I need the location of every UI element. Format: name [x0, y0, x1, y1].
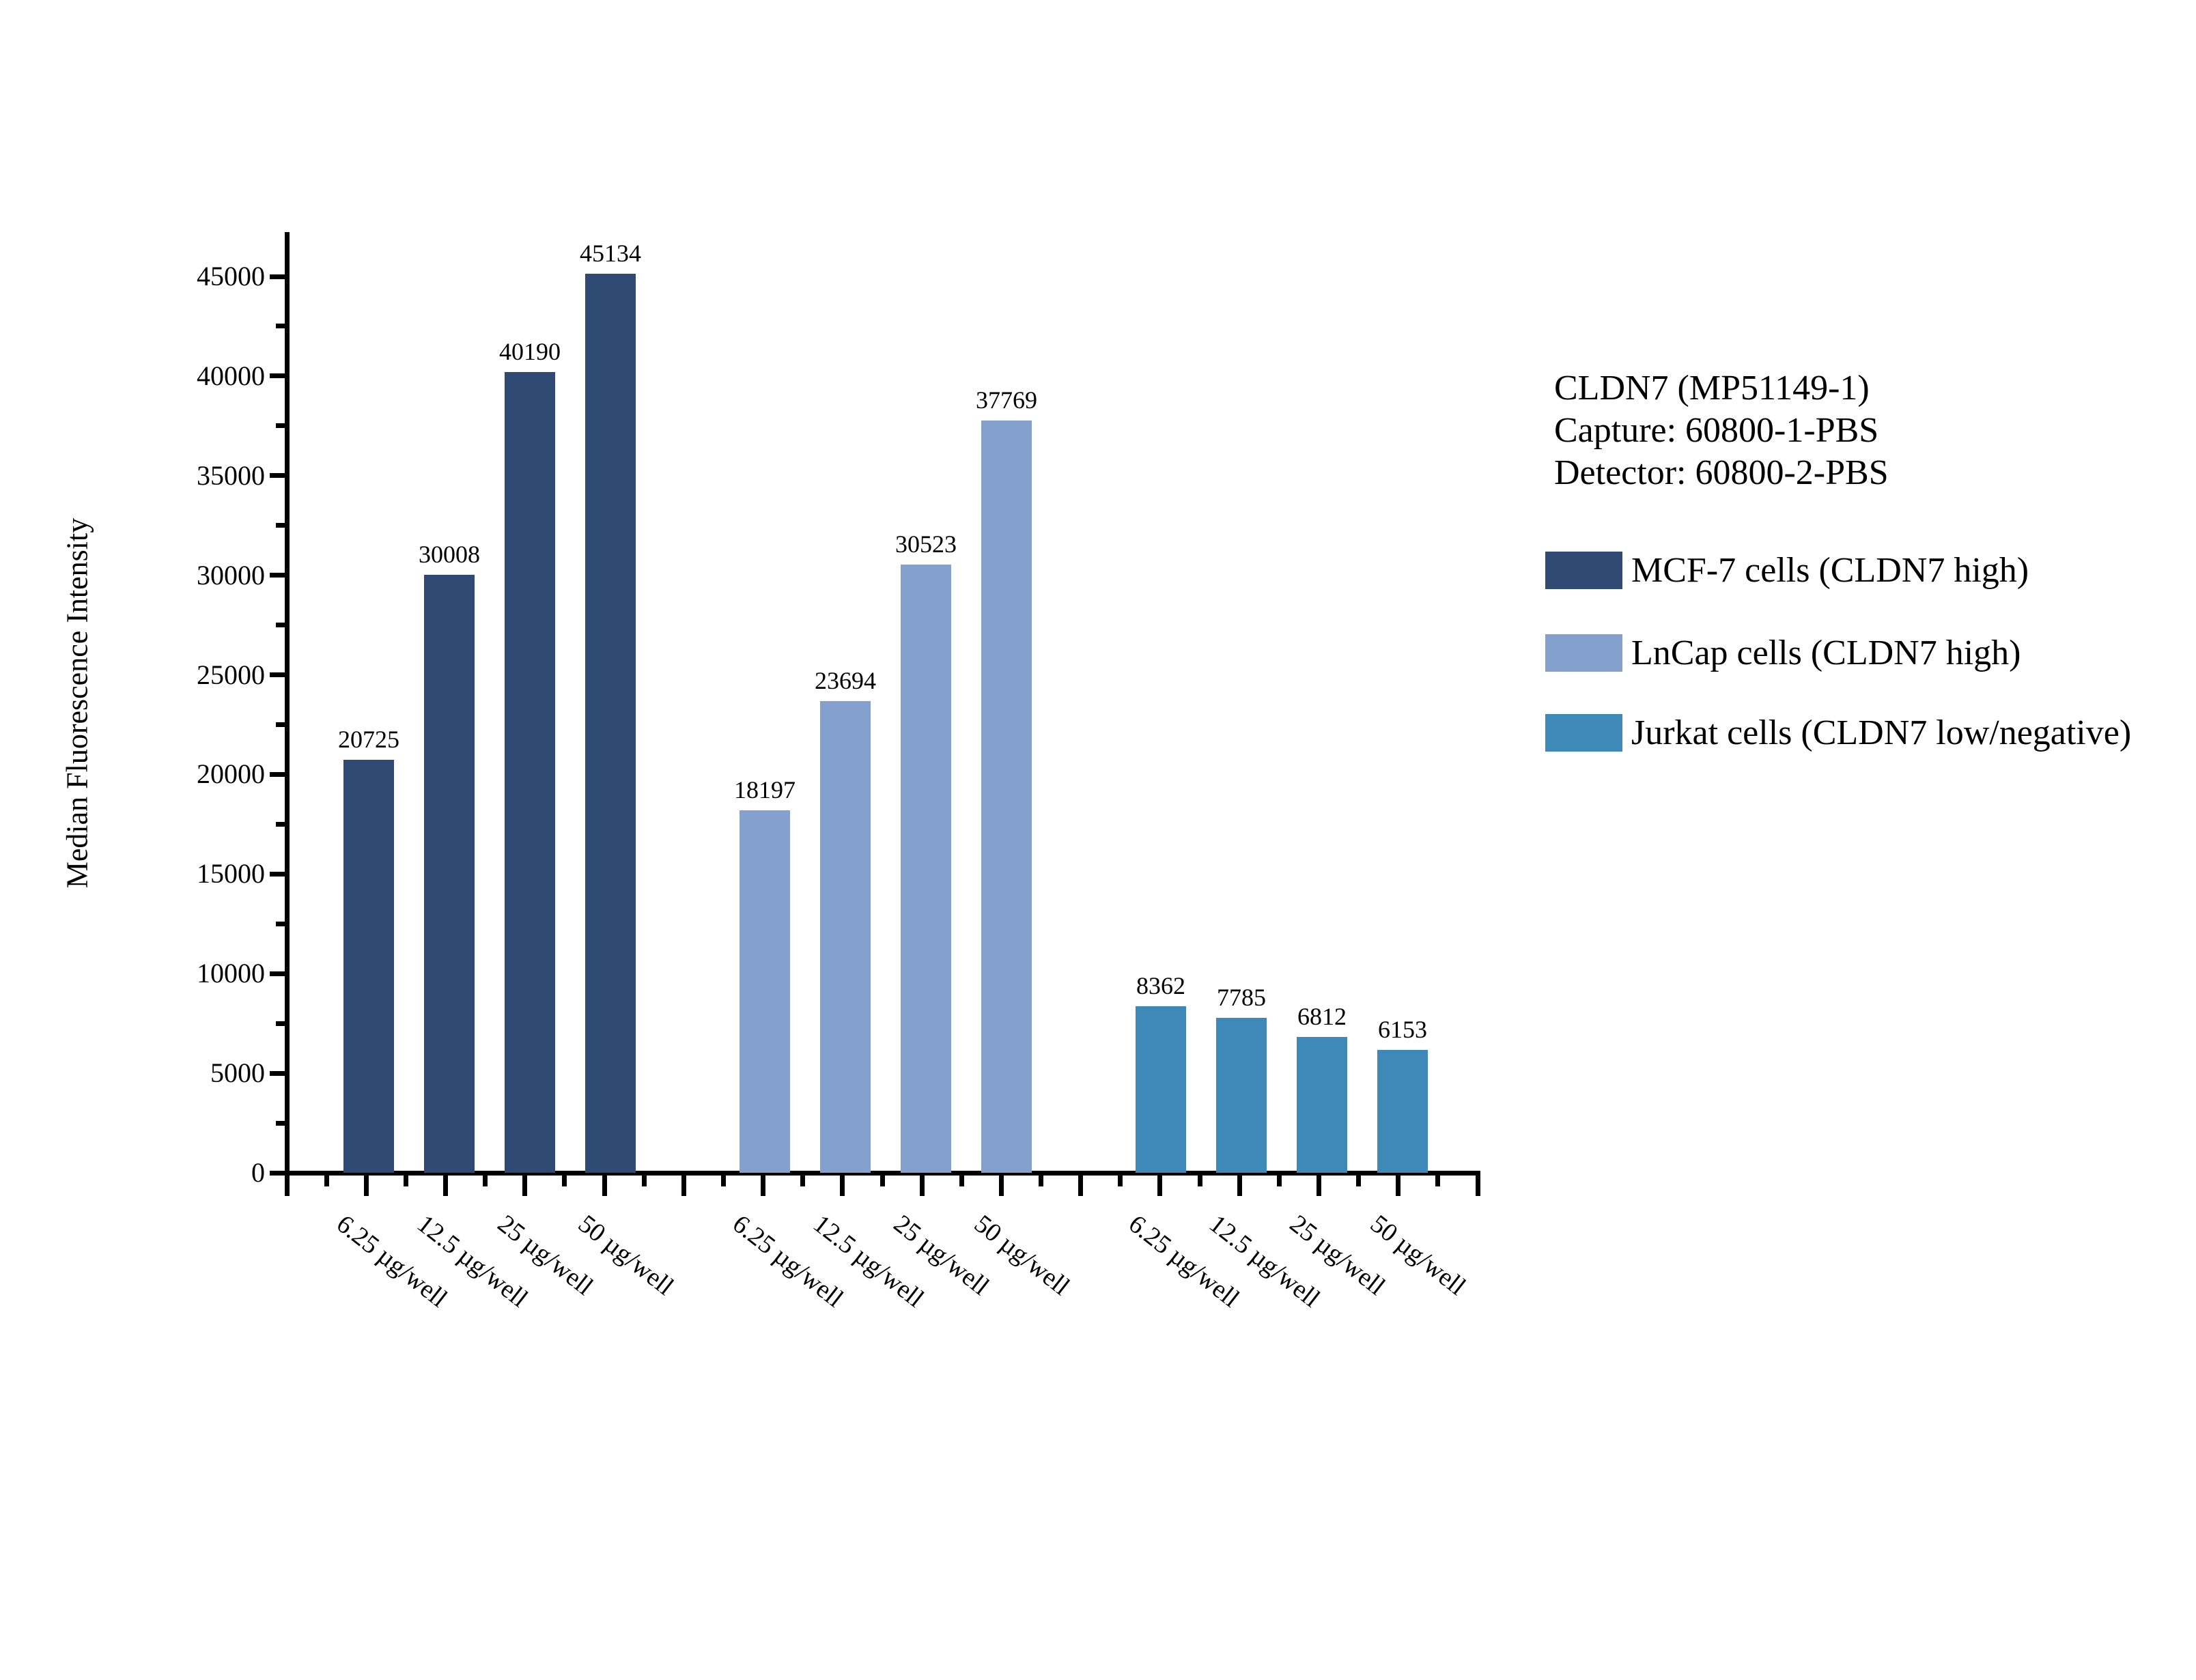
bar-value-label: 45134 [580, 240, 641, 268]
x-major-tick [1475, 1175, 1480, 1196]
legend-swatch-jurkat [1545, 714, 1622, 752]
x-minor-tick [1197, 1175, 1202, 1186]
bar [981, 420, 1032, 1173]
bar [740, 810, 790, 1173]
bar [505, 372, 555, 1173]
x-minor-tick [1118, 1175, 1123, 1186]
y-minor-tick [275, 423, 285, 429]
annotation-line-capture: Capture: 60800-1-PBS [1554, 411, 1879, 450]
bar-value-label: 8362 [1136, 972, 1185, 999]
x-minor-tick [562, 1175, 567, 1186]
bar [1297, 1037, 1347, 1173]
y-major-tick [269, 373, 285, 379]
y-major-tick [269, 573, 285, 578]
y-axis-line [284, 232, 290, 1176]
y-minor-tick [275, 921, 285, 926]
x-minor-tick [403, 1175, 408, 1186]
y-major-tick [269, 473, 285, 479]
legend-label-jurkat: Jurkat cells (CLDN7 low/negative) [1631, 713, 2132, 752]
y-tick-label: 10000 [197, 958, 265, 989]
x-major-tick [1396, 1175, 1401, 1196]
x-minor-tick [1039, 1175, 1044, 1186]
bar [424, 575, 475, 1173]
x-axis-line [284, 1170, 1480, 1176]
bar-value-label: 6812 [1297, 1003, 1347, 1031]
x-major-tick [840, 1175, 845, 1196]
x-major-tick [1078, 1175, 1084, 1196]
annotation-block: CLDN7 (MP51149-1) Capture: 60800-1-PBS D… [1554, 367, 1889, 494]
y-minor-tick [275, 722, 285, 727]
y-tick-label: 0 [251, 1157, 265, 1188]
x-major-tick [284, 1175, 290, 1196]
y-tick-label: 40000 [197, 360, 265, 391]
y-tick-label: 15000 [197, 858, 265, 889]
y-tick-label: 30000 [197, 559, 265, 590]
y-tick-label: 25000 [197, 659, 265, 690]
y-major-tick [269, 672, 285, 678]
x-major-tick [1237, 1175, 1242, 1196]
y-tick-label: 20000 [197, 758, 265, 790]
x-major-tick [919, 1175, 925, 1196]
y-minor-tick [275, 324, 285, 329]
bar-value-label: 30523 [895, 530, 957, 558]
y-minor-tick [275, 523, 285, 528]
annotation-line-antibody: CLDN7 (MP51149-1) [1554, 369, 1870, 408]
bar-value-label: 30008 [419, 541, 480, 569]
bar [1377, 1050, 1428, 1173]
bar [1136, 1006, 1186, 1173]
x-major-tick [363, 1175, 369, 1196]
x-major-tick [522, 1175, 528, 1196]
x-major-tick [1157, 1175, 1163, 1196]
x-minor-tick [720, 1175, 726, 1186]
x-major-tick [761, 1175, 766, 1196]
x-major-tick [681, 1175, 686, 1196]
x-minor-tick [483, 1175, 488, 1186]
y-major-tick [269, 1170, 285, 1176]
x-minor-tick [800, 1175, 806, 1186]
x-minor-tick [1276, 1175, 1282, 1186]
x-minor-tick [324, 1175, 329, 1186]
legend-swatch-mcf7 [1545, 552, 1622, 589]
y-major-tick [269, 871, 285, 877]
y-minor-tick [275, 1021, 285, 1026]
bar-value-label: 20725 [338, 726, 399, 754]
bar [585, 274, 636, 1173]
y-tick-label: 5000 [210, 1057, 265, 1089]
bar [820, 700, 871, 1173]
x-minor-tick [959, 1175, 964, 1186]
legend-label-mcf7: MCF-7 cells (CLDN7 high) [1631, 550, 2029, 590]
x-major-tick [602, 1175, 607, 1196]
x-minor-tick [1435, 1175, 1441, 1186]
y-major-tick [269, 771, 285, 777]
bar-value-label: 6153 [1378, 1016, 1427, 1044]
x-minor-tick [1356, 1175, 1362, 1186]
y-minor-tick [275, 821, 285, 827]
bar-value-label: 18197 [734, 776, 796, 804]
annotation-line-detector: Detector: 60800-2-PBS [1554, 453, 1889, 492]
legend-swatch-lncap [1545, 634, 1622, 672]
x-minor-tick [641, 1175, 647, 1186]
y-tick-label: 35000 [197, 459, 265, 491]
y-axis-title: Median Fluorescence Intensity [60, 517, 94, 889]
bar-value-label: 40190 [499, 338, 561, 366]
legend-label-lncap: LnCap cells (CLDN7 high) [1631, 633, 2021, 672]
y-major-tick [269, 971, 285, 976]
bar-value-label: 7785 [1217, 983, 1266, 1011]
bar [343, 760, 394, 1173]
x-major-tick [443, 1175, 449, 1196]
y-minor-tick [275, 1120, 285, 1126]
bar-value-label: 37769 [976, 386, 1037, 414]
y-minor-tick [275, 623, 285, 628]
bar [901, 565, 951, 1173]
y-tick-label: 45000 [197, 261, 265, 291]
x-major-tick [998, 1175, 1004, 1196]
y-major-tick [269, 274, 285, 279]
x-minor-tick [879, 1175, 885, 1186]
bar [1216, 1017, 1267, 1173]
bar-value-label: 23694 [815, 666, 876, 694]
y-major-tick [269, 1070, 285, 1076]
x-major-tick [1316, 1175, 1321, 1196]
